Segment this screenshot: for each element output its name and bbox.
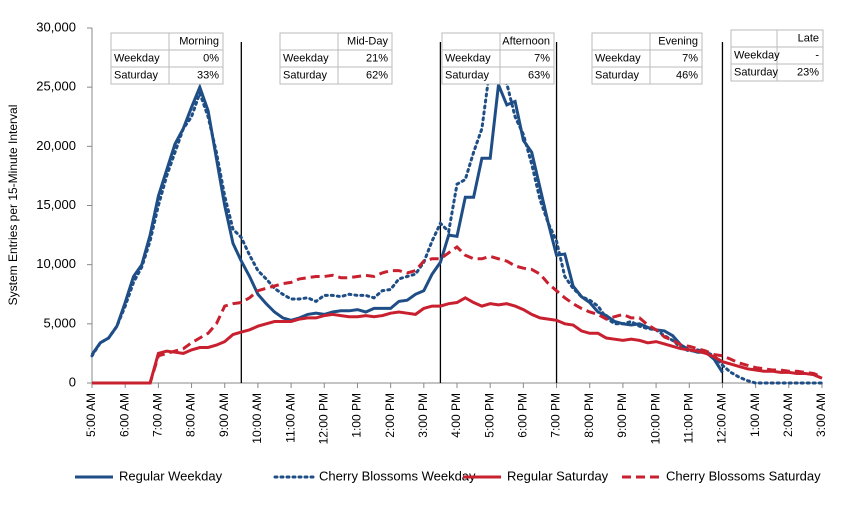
table-value: 33% [197,69,219,81]
x-tick-label: 12:00 PM [316,393,330,444]
table-value: 0% [203,52,219,64]
x-tick-label: 3:00 AM [814,393,828,437]
table-value: 7% [534,52,550,64]
series-line [90,82,724,374]
legend-label: Regular Saturday [507,468,609,483]
x-tick-label: 9:00 AM [217,393,231,437]
table-bg [591,32,703,85]
table-title: Morning [179,35,219,47]
table-row-label: Weekday [445,52,491,64]
table-row-label: Weekday [283,52,329,64]
table-title: Evening [658,35,698,47]
table-value: 7% [682,52,698,64]
x-tick-label: 5:00 AM [84,393,98,437]
table-value: 21% [366,52,388,64]
legend-label: Cherry Blossoms Saturday [666,468,821,483]
series-line [92,244,823,385]
y-tick-label: 25,000 [36,79,76,94]
y-tick-label: 5,000 [43,315,76,330]
x-tick-label: 12:00 AM [715,393,729,444]
x-tick-label: 3:00 PM [416,393,430,438]
table-row-label: Saturday [114,69,159,81]
table-title: Afternoon [502,35,550,47]
y-axis-label: System Entries per 15-Minute Interval [6,105,20,306]
legend-label: Cherry Blossoms Weekday [319,468,476,483]
x-tick-label: 8:00 AM [184,393,198,437]
y-tick-label: 15,000 [36,197,76,212]
x-tick-label: 9:00 PM [615,393,629,438]
table-value: 23% [797,66,819,78]
table-title: Late [798,32,819,44]
table-value: 63% [528,69,550,81]
x-tick-label: 1:00 AM [748,393,762,437]
x-tick-label: 7:00 AM [151,393,165,437]
table-row-label: Saturday [445,69,490,81]
x-tick-label: 2:00 PM [383,393,397,438]
x-tick-label: 7:00 PM [549,393,563,438]
x-tick-label: 10:00 AM [250,393,264,444]
x-tick-label: 6:00 PM [516,393,530,438]
y-tick-label: 30,000 [36,19,76,34]
series-line [92,296,823,385]
table-row-label: Weekday [595,52,641,64]
x-tick-label: 8:00 PM [582,393,596,438]
table-row-label: Weekday [734,49,780,61]
legend-label: Regular Weekday [119,468,223,483]
table-value: - [815,49,819,61]
table-row-label: Saturday [283,69,328,81]
x-tick-label: 4:00 PM [449,393,463,438]
y-tick-label: 0 [69,374,76,389]
table-row-label: Saturday [734,66,779,78]
x-tick-label: 6:00 AM [117,393,131,437]
table-row-label: Weekday [114,52,160,64]
x-tick-label: 11:00 PM [681,393,695,443]
table-bg [441,32,555,85]
table-bg [110,32,224,85]
x-tick-label: 2:00 AM [781,393,795,437]
x-tick-label: 1:00 PM [350,393,364,438]
y-tick-label: 10,000 [36,256,76,271]
x-tick-label: 11:00 AM [283,393,297,443]
table-value: 46% [676,69,698,81]
table-row-label: Saturday [595,69,640,81]
table-value: 62% [366,69,388,81]
table-bg [279,32,393,85]
table-title: Mid-Day [347,35,388,47]
x-tick-label: 5:00 PM [482,393,496,438]
y-tick-label: 20,000 [36,138,76,153]
x-tick-label: 10:00 PM [648,393,662,444]
